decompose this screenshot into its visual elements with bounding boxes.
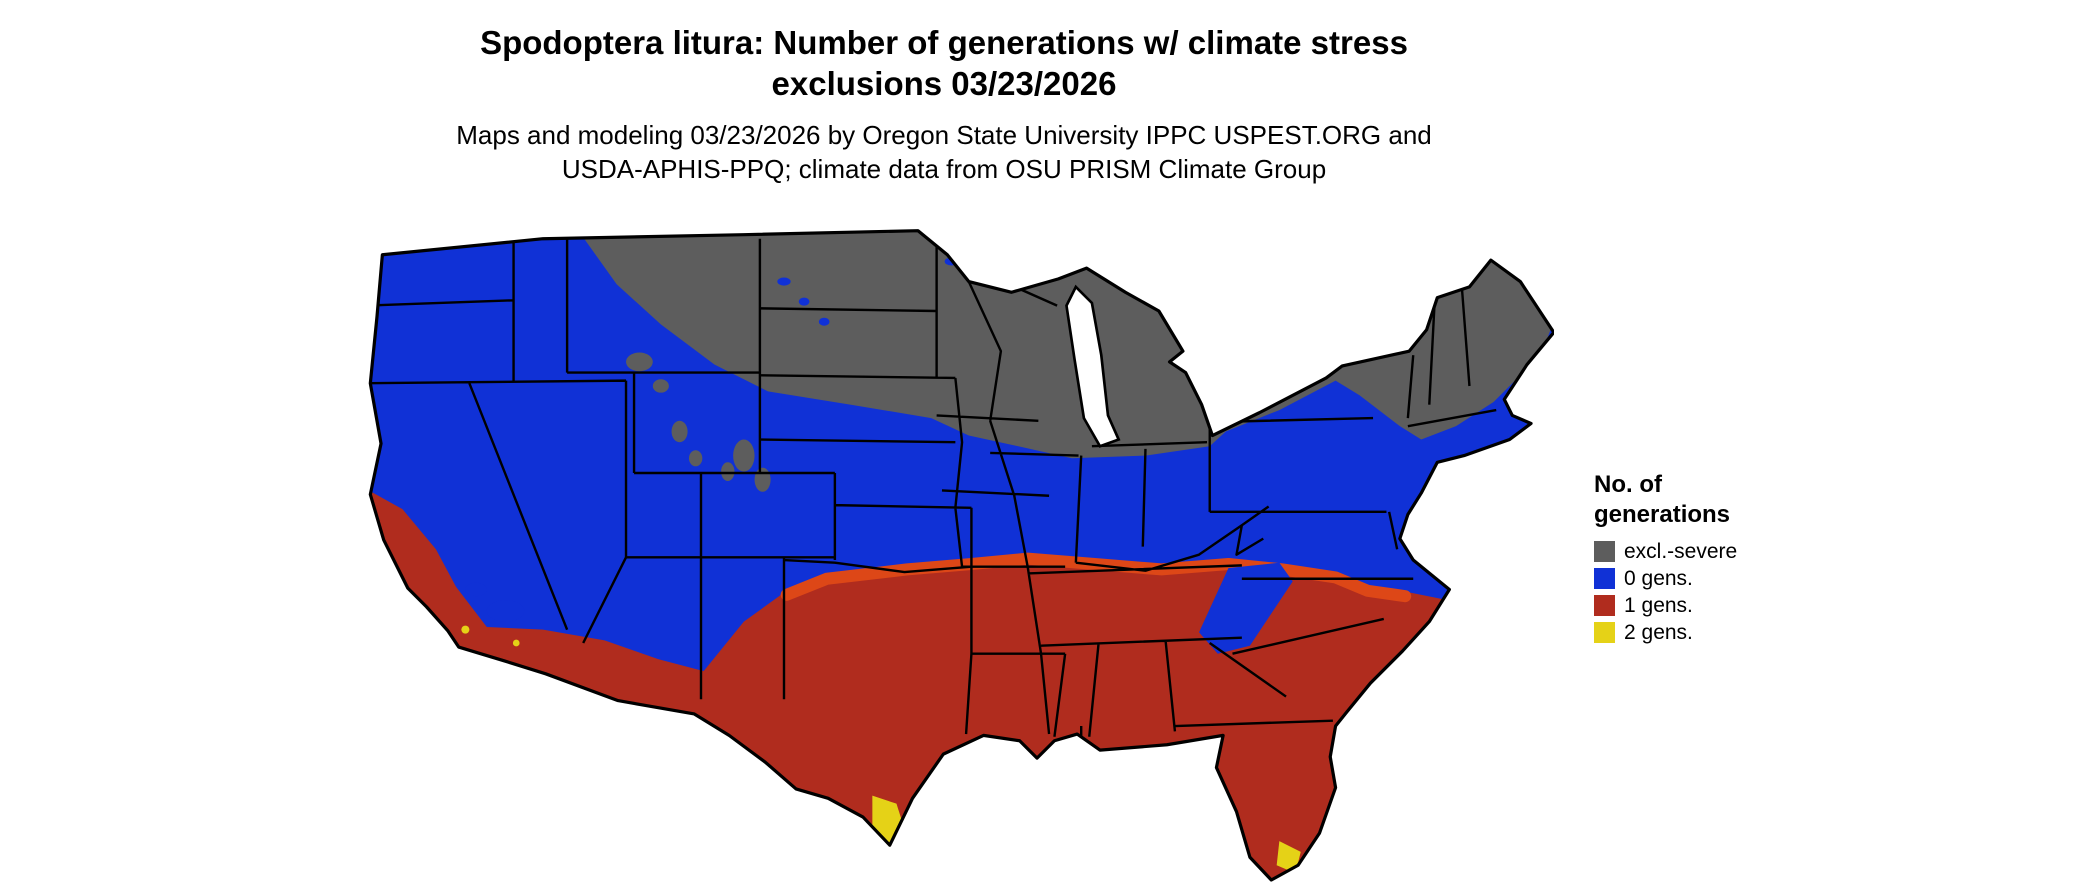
socal-blue-patches — [465, 582, 525, 622]
map-title-line2: exclusions 03/23/2026 — [771, 65, 1117, 102]
credits-line1: Maps and modeling 03/23/2026 by Oregon S… — [456, 120, 1432, 150]
us-map-svg — [368, 229, 1554, 882]
us-generations-map — [342, 228, 1554, 884]
legend-item-2-gens: 2 gens. — [1594, 619, 1814, 646]
legend-item-0-gens: 0 gens. — [1594, 565, 1814, 592]
lake-michigan — [1065, 284, 1121, 448]
legend-label-2-gens: 2 gens. — [1624, 621, 1693, 644]
legend-item-excl-severe: excl.-severe — [1594, 538, 1814, 565]
map-title-line1: Spodoptera litura: Number of generations… — [480, 24, 1408, 61]
legend-swatch-excl-severe — [1594, 541, 1615, 562]
legend-label-1-gens: 1 gens. — [1624, 594, 1693, 617]
us-outline — [368, 229, 1554, 882]
legend-label-0-gens: 0 gens. — [1624, 567, 1693, 590]
legend-swatch-2-gens — [1594, 622, 1615, 643]
title-block: Spodoptera litura: Number of generations… — [344, 22, 1544, 186]
legend-title-line1: No. of — [1594, 471, 1662, 498]
legend-swatch-0-gens — [1594, 568, 1615, 589]
legend-label-excl-severe: excl.-severe — [1624, 540, 1738, 563]
state-borders — [370, 236, 1497, 745]
appalachian-blue-tongue — [1199, 562, 1293, 654]
legend-title-line2: generations — [1594, 501, 1731, 528]
legend-swatch-1-gens — [1594, 595, 1615, 616]
map-legend: No. of generations excl.-severe 0 gens. … — [1594, 470, 1814, 646]
legend-item-1-gens: 1 gens. — [1594, 592, 1814, 619]
credits-block: Maps and modeling 03/23/2026 by Oregon S… — [344, 118, 1544, 186]
credits-line2: USDA-APHIS-PPQ; climate data from OSU PR… — [561, 154, 1327, 184]
legend-items: excl.-severe 0 gens. 1 gens. 2 gens. — [1594, 538, 1814, 646]
